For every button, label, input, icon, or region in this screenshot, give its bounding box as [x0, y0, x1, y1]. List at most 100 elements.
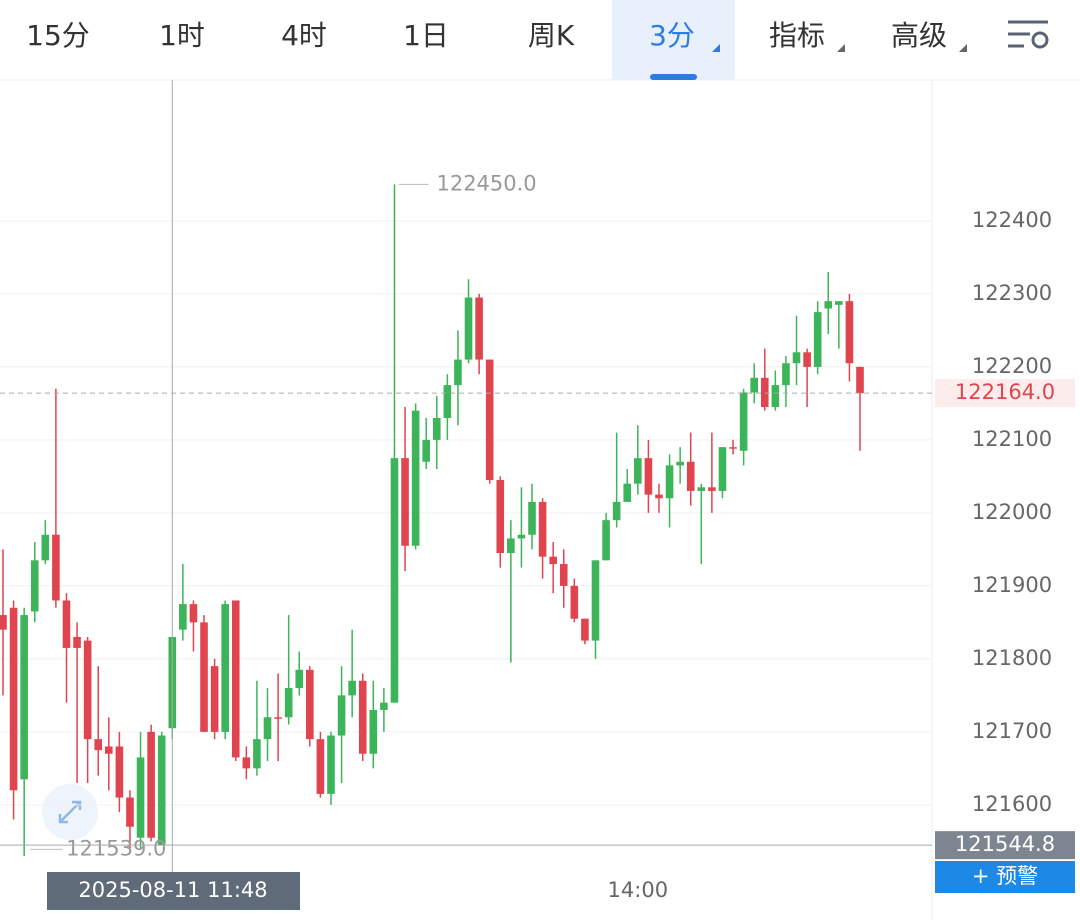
- candle-body: [591, 560, 600, 641]
- y-tick-label: 122100: [972, 427, 1052, 451]
- tab-menu-arrow: [837, 44, 845, 52]
- candle-body: [845, 301, 854, 364]
- y-tick-label: 121600: [972, 792, 1052, 816]
- tab-label[interactable]: 1日: [403, 19, 449, 52]
- candle-body: [496, 480, 505, 554]
- tab-label[interactable]: 4时: [281, 19, 327, 52]
- candle-body: [136, 757, 145, 838]
- candle-body: [337, 695, 346, 736]
- candle-body: [485, 359, 494, 481]
- last-price-box: [935, 379, 1075, 408]
- candle-body: [411, 410, 420, 546]
- expand-icon[interactable]: [42, 784, 98, 840]
- candle-body: [115, 746, 124, 798]
- candle-body: [231, 600, 240, 758]
- candle-body: [686, 461, 695, 491]
- alert-button-bg[interactable]: [935, 861, 1075, 893]
- candle-body: [358, 680, 367, 754]
- crosshair-x-label: 2025-08-11 11:48: [78, 878, 267, 902]
- candle-body: [221, 604, 229, 732]
- candle-body: [380, 702, 388, 710]
- candle-body: [538, 501, 547, 557]
- candle-body: [760, 377, 769, 408]
- candle-body: [507, 538, 515, 554]
- tab-menu-arrow: [959, 44, 967, 52]
- candle-body: [20, 615, 28, 780]
- candle-body: [9, 607, 18, 791]
- alert-button[interactable]: + 预警: [972, 864, 1038, 888]
- candle-body: [126, 797, 134, 827]
- candle-body: [708, 487, 716, 491]
- candle-body: [676, 461, 684, 466]
- candle-body: [464, 297, 473, 360]
- candle-body: [559, 563, 568, 586]
- candle-body: [274, 717, 282, 719]
- candle-body: [528, 501, 536, 535]
- crosshair-x-box: [47, 872, 300, 910]
- candle-body: [189, 604, 198, 623]
- last-price-label: 122164.0: [955, 380, 1055, 404]
- low-label: 121539.0: [66, 836, 166, 860]
- candle-body: [644, 458, 653, 495]
- candle-body: [602, 520, 610, 561]
- candle-body: [739, 392, 748, 451]
- candle-body: [348, 680, 356, 696]
- candle-body: [157, 735, 166, 845]
- candle-body: [105, 746, 113, 754]
- candle-body: [782, 363, 790, 386]
- candle-body: [306, 669, 314, 740]
- candle-body: [432, 417, 441, 440]
- tab-label[interactable]: 1时: [159, 19, 205, 52]
- y-tick-label: 122200: [972, 354, 1052, 378]
- y-tick-label: 122000: [972, 500, 1052, 524]
- candle-body: [327, 735, 335, 794]
- candle-body: [835, 301, 843, 305]
- candle-body: [792, 352, 801, 364]
- candle-body: [443, 385, 452, 418]
- candle-body: [179, 604, 187, 630]
- candle-body: [284, 688, 293, 718]
- candle-body: [295, 669, 304, 689]
- candle-body: [253, 739, 261, 769]
- candle-body: [52, 534, 60, 601]
- tab-label[interactable]: 3分: [649, 19, 695, 52]
- tab-label[interactable]: 15分: [26, 19, 90, 52]
- candle-body: [655, 494, 663, 499]
- candle-body: [0, 615, 7, 630]
- candle-body: [83, 640, 92, 740]
- candle-body: [856, 366, 864, 394]
- candle-body: [62, 600, 71, 648]
- candle-body: [697, 487, 706, 491]
- candle-body: [73, 636, 81, 648]
- crosshair-y-box: [935, 831, 1075, 860]
- candle-body: [665, 465, 674, 499]
- candle-body: [718, 447, 727, 491]
- settings-icon[interactable]: [1008, 20, 1049, 49]
- candle-body: [475, 297, 483, 360]
- candle-body: [210, 666, 219, 732]
- candle-body: [242, 757, 251, 769]
- active-tab-bg: [612, 0, 735, 80]
- candle-body: [94, 739, 103, 751]
- candle-body: [549, 556, 557, 564]
- candle-body: [623, 483, 632, 502]
- candle-body: [390, 458, 399, 703]
- candle-body: [316, 739, 325, 794]
- candle-body: [454, 359, 462, 386]
- candle-body: [369, 709, 378, 754]
- candle-body: [401, 458, 409, 546]
- y-tick-label: 122400: [972, 208, 1052, 232]
- candle-body: [750, 377, 758, 393]
- tab-label[interactable]: 高级: [891, 19, 947, 52]
- candle-body: [581, 618, 589, 641]
- crosshair-y-label: 121544.8: [955, 832, 1055, 856]
- tab-label[interactable]: 指标: [769, 19, 825, 52]
- candle-body: [422, 439, 431, 462]
- y-tick-label: 122300: [972, 281, 1052, 305]
- candle-body: [200, 622, 208, 732]
- candle-body: [771, 385, 780, 408]
- tab-label[interactable]: 周K: [528, 19, 575, 52]
- candle-body: [824, 301, 833, 309]
